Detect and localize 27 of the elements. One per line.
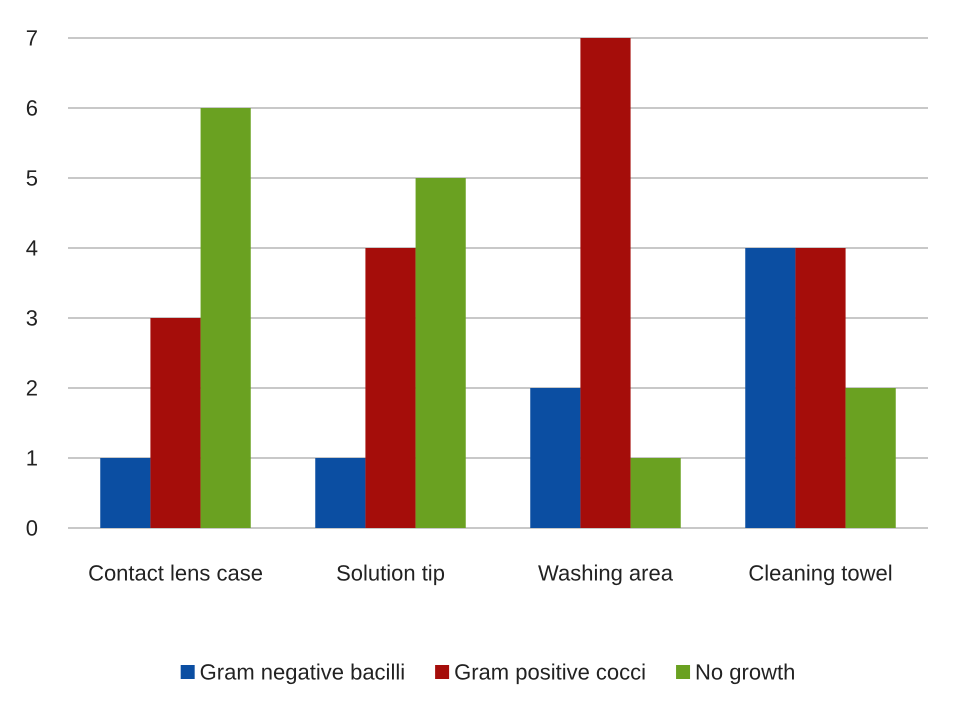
bar (200, 108, 251, 528)
x-tick-label: Solution tip (336, 560, 445, 586)
bar (365, 248, 416, 528)
bar (846, 388, 896, 528)
bar (580, 38, 631, 528)
legend-label: No growth (695, 660, 796, 684)
y-tick-label: 1 (26, 446, 38, 470)
bar (745, 248, 796, 528)
x-tick-label: Washing area (538, 560, 674, 586)
y-tick-label: 0 (26, 516, 38, 540)
bar (630, 458, 681, 528)
bar (795, 248, 846, 528)
bar (315, 458, 366, 528)
bar (150, 318, 201, 528)
y-tick-label: 3 (26, 306, 38, 330)
legend-label: Gram positive cocci (454, 660, 646, 684)
bar (100, 458, 150, 528)
y-tick-label: 4 (26, 236, 38, 260)
y-tick-label: 5 (26, 166, 38, 190)
legend-label: Gram negative bacilli (200, 660, 406, 684)
bar (416, 178, 466, 528)
y-tick-label: 2 (26, 376, 38, 400)
bar (530, 388, 580, 528)
x-tick-label: Cleaning towel (748, 560, 893, 586)
x-tick-label: Contact lens case (88, 560, 263, 586)
y-tick-label: 6 (26, 96, 38, 120)
y-tick-label: 7 (26, 26, 38, 50)
